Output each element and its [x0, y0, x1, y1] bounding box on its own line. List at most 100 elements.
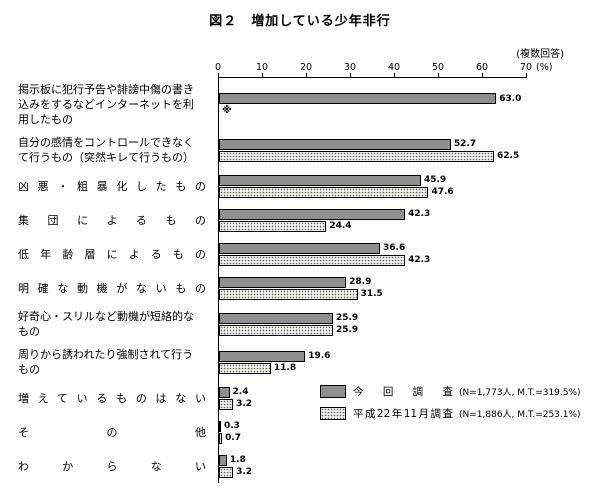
x-tick-mark	[306, 73, 307, 77]
legend-label: 平成22年11月調査	[353, 407, 453, 420]
bar-current-survey	[219, 420, 221, 432]
bar-value: 24.4	[329, 221, 352, 231]
bar-previous-survey	[219, 220, 327, 232]
bar-line: 3.2	[219, 398, 590, 410]
bar-value: 28.9	[349, 277, 372, 287]
missing-data-marker: ※	[222, 105, 232, 116]
row-plot: 0.3 0.7	[218, 415, 590, 449]
bar-line: 31.5	[219, 288, 590, 300]
bar-previous-survey	[219, 466, 234, 478]
bar-line: 28.9	[219, 276, 590, 288]
legend-swatch-dotted	[320, 406, 346, 420]
x-tick-label: 70	[519, 62, 533, 73]
bar-rows: 掲示板に犯行予告や誹謗中傷の書き 込みをするなどインターネットを利 用したもの 6…	[18, 78, 590, 483]
x-tick-mark	[394, 73, 395, 77]
legend-swatch-solid	[320, 384, 346, 398]
bar-value: 42.3	[408, 209, 431, 219]
bar-value: 11.8	[273, 363, 297, 373]
category-row: 明確な動機がないもの 28.9 31.5	[18, 271, 590, 305]
bar-previous-survey	[219, 398, 234, 410]
category-row: 凶悪・粗暴化したもの 45.9 47.6	[18, 169, 590, 203]
bar-value: 36.6	[383, 243, 406, 253]
category-row: 自分の感情をコントロールできなく て行うもの（突然キレて行うもの） 52.7 62.…	[18, 131, 590, 169]
bar-current-survey	[219, 276, 347, 288]
category-row: 周りから誘われたり強制されて行う もの 19.6 11.8	[18, 343, 590, 381]
bar-value: 3.2	[236, 399, 253, 409]
bar-line: 52.7	[219, 138, 590, 150]
row-plot: 36.6 42.3	[218, 237, 590, 271]
bar-current-survey	[219, 93, 497, 104]
bar-value: 47.6	[431, 187, 454, 197]
row-plot: 2.4 3.2	[218, 381, 590, 415]
bar-line: 45.9	[219, 174, 590, 186]
category-row: 集団によるもの 42.3 24.4	[18, 203, 590, 237]
bar-previous-survey	[219, 432, 223, 444]
legend-detail: (N=1,886人, M.T.=253.1%)	[459, 409, 581, 420]
x-tick-mark	[218, 73, 219, 77]
bar-line: 63.0	[219, 93, 590, 105]
row-plot: 19.6 11.8	[218, 343, 590, 381]
x-tick-label: 60	[475, 62, 489, 73]
category-row: 好奇心・スリルなど動機が短絡的な もの 25.9 25.9	[18, 305, 590, 343]
bar-line: 0.7	[219, 432, 590, 444]
legend-label: 今回調査	[353, 385, 453, 398]
x-tick-mark	[482, 73, 483, 77]
row-plot: 1.8 3.2	[218, 449, 590, 483]
row-plot: 52.7 62.5	[218, 131, 590, 169]
x-tick-label: 0	[214, 62, 222, 73]
legend-entry: 今回調査 (N=1,773人, M.T.=319.5%)	[320, 380, 581, 402]
bar-current-survey	[219, 386, 230, 398]
category-label: その他	[18, 425, 206, 439]
bar-line: 19.6	[219, 350, 590, 362]
multiple-answer-note: (複数回答)	[516, 49, 564, 60]
bar-line: 0.3	[219, 420, 590, 432]
x-tick-label: 10	[255, 62, 269, 73]
bar-line: 11.8	[219, 362, 590, 374]
axis-unit-label: (%)	[536, 62, 553, 73]
bar-previous-survey	[219, 324, 333, 336]
bar-current-survey	[219, 208, 406, 220]
bar-value: 0.7	[225, 433, 242, 443]
bar-value: 62.5	[497, 151, 520, 161]
category-label: 自分の感情をコントロールできなく て行うもの（突然キレて行うもの）	[18, 136, 194, 164]
legend-detail: (N=1,773人, M.T.=319.5%)	[459, 387, 581, 398]
bar-current-survey	[219, 312, 333, 324]
bar-previous-survey	[219, 288, 358, 300]
x-tick-mark	[526, 73, 527, 77]
x-tick-label: 30	[343, 62, 357, 73]
category-row: 低年齢層によるもの 36.6 42.3	[18, 237, 590, 271]
bar-line: 1.8	[219, 454, 590, 466]
bar-current-survey	[219, 242, 381, 254]
category-label: 集団によるもの	[18, 213, 206, 227]
bar-value: 19.6	[308, 351, 331, 361]
bar-value: 0.3	[224, 421, 240, 431]
figure-page: 図２ 増加している少年非行 (複数回答) (%) 0 10 20 30 40 50 60 70…	[18, 14, 590, 483]
bar-line: ※	[219, 105, 590, 117]
bar-current-survey	[219, 138, 451, 150]
bar-previous-survey	[219, 254, 406, 266]
row-plot: 25.9 25.9	[218, 305, 590, 343]
bar-previous-survey	[219, 150, 494, 162]
bar-line: 36.6	[219, 242, 590, 254]
category-label: 掲示板に犯行予告や誹謗中傷の書き 込みをするなどインターネットを利 用したもの	[18, 83, 194, 126]
bar-line: 3.2	[219, 466, 590, 478]
category-label: わからない	[18, 459, 206, 473]
x-tick-mark	[438, 73, 439, 77]
x-tick-mark	[350, 73, 351, 77]
bar-chart: (%) 0 10 20 30 40 50 60 70 掲示板に犯行予告や誹謗中傷の書き 込みを…	[18, 62, 590, 483]
category-label: 好奇心・スリルなど動機が短絡的な もの	[18, 310, 194, 338]
bar-value: 25.9	[335, 325, 359, 335]
category-label: 低年齢層によるもの	[18, 247, 206, 261]
bar-value: 42.3	[408, 255, 431, 265]
row-plot: 63.0 ※	[218, 78, 590, 131]
bar-current-survey	[219, 350, 306, 362]
category-label: 凶悪・粗暴化したもの	[18, 179, 206, 193]
category-row: その他 0.3 0.7	[18, 415, 590, 449]
bar-value: 31.5	[360, 289, 383, 299]
category-label: 増えているものはない	[18, 391, 206, 405]
bar-value: 2.4	[232, 387, 249, 397]
bar-value: 52.7	[453, 139, 477, 149]
figure-title: 図２ 増加している少年非行	[209, 14, 391, 29]
bar-value: 1.8	[229, 455, 246, 465]
category-row: わからない 1.8 3.2	[18, 449, 590, 483]
